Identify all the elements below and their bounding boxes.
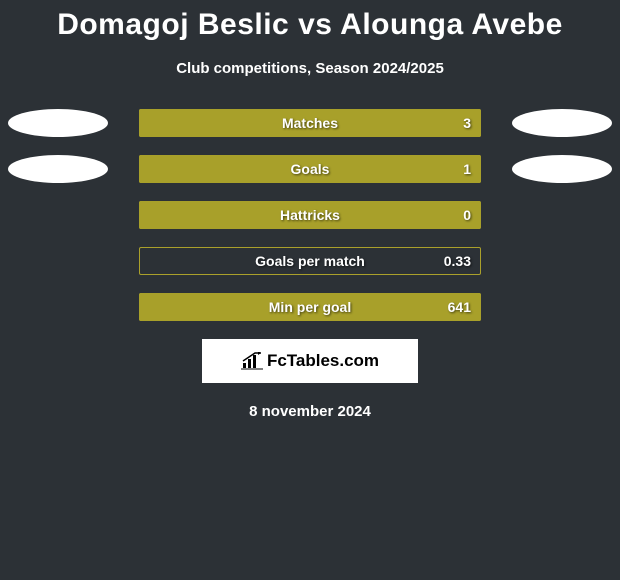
right-oval [512,155,612,183]
stat-value-right: 3 [463,115,471,131]
page-title: Domagoj Beslic vs Alounga Avebe [0,0,620,42]
stat-row: Min per goal 641 [0,293,620,321]
stat-value-right: 641 [448,299,471,315]
stat-label: Goals [291,161,330,177]
stat-value-right: 0.33 [444,253,471,269]
logo-box: FcTables.com [202,339,418,383]
stat-bar: Goals per match 0.33 [139,247,481,275]
left-oval [8,109,108,137]
stat-row: Goals per match 0.33 [0,247,620,275]
stat-bar: Min per goal 641 [139,293,481,321]
stat-bar: Matches 3 [139,109,481,137]
logo-text: FcTables.com [267,351,379,371]
right-oval [512,109,612,137]
stats-area: Matches 3 Goals 1 Hattricks 0 Goals per match 0… [0,109,620,321]
stat-row: Goals 1 [0,155,620,183]
footer-date: 8 november 2024 [0,403,620,420]
left-oval [8,155,108,183]
stat-row: Matches 3 [0,109,620,137]
stat-bar: Goals 1 [139,155,481,183]
stat-value-right: 1 [463,161,471,177]
bar-chart-icon [241,352,263,370]
stat-label: Min per goal [269,299,351,315]
stat-bar: Hattricks 0 [139,201,481,229]
stat-label: Hattricks [280,207,340,223]
stat-label: Matches [282,115,338,131]
stat-value-right: 0 [463,207,471,223]
stat-label: Goals per match [255,253,365,269]
stat-row: Hattricks 0 [0,201,620,229]
page-subtitle: Club competitions, Season 2024/2025 [0,60,620,77]
